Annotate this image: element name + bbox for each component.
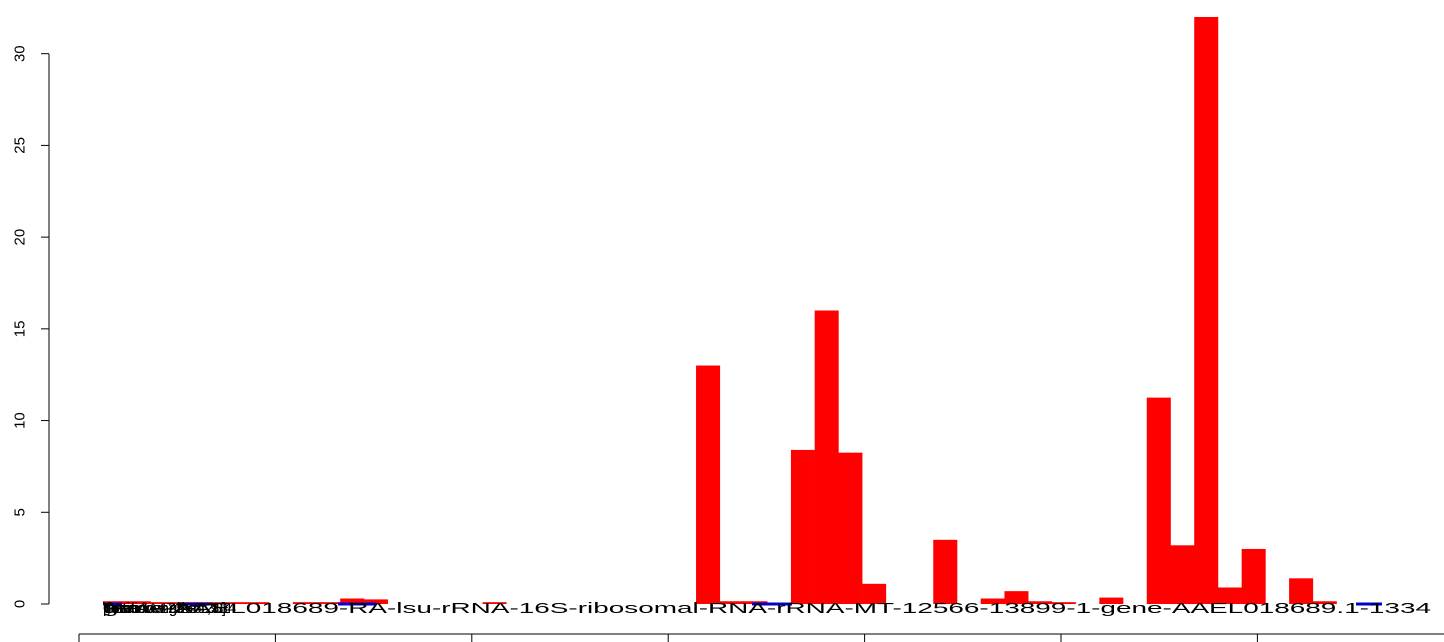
- bar: [482, 602, 507, 604]
- bar: [1241, 548, 1266, 604]
- overlay-label: gene-AAEL018689-RA-lsu-rRNA-16S-ribosoma…: [103, 600, 1431, 617]
- bar: [696, 365, 721, 604]
- overlay-label: position-12566: [103, 600, 201, 617]
- bar: [1312, 601, 1337, 604]
- bar: [221, 602, 246, 604]
- bar: [1289, 578, 1314, 604]
- bar: [126, 601, 151, 604]
- overlay-label: Gene Length=1,334: [103, 600, 236, 617]
- bar: [1146, 397, 1171, 604]
- bar: [316, 602, 341, 604]
- bar: [363, 599, 388, 604]
- y-tick-label: 15: [12, 321, 29, 338]
- bar: [340, 598, 365, 604]
- bar: [933, 539, 958, 604]
- bar: [1028, 601, 1053, 604]
- bar: [1194, 17, 1219, 604]
- bar: [1170, 545, 1195, 604]
- y-tick-label: 0: [12, 600, 29, 608]
- bar: [862, 583, 887, 604]
- bar: [1051, 602, 1076, 604]
- overlay-label: \[Window-size=25]: [103, 600, 226, 617]
- y-tick-label: 10: [12, 412, 29, 429]
- overlapping-text-labels: \[Window-size=25]position-12566positionG…: [103, 600, 1431, 617]
- y-tick-label: 25: [12, 137, 29, 154]
- bar: [1217, 587, 1242, 604]
- y-tick-label: 20: [12, 229, 29, 246]
- overlay-label: Total AA=73: [103, 600, 183, 617]
- overlay-label: position: [103, 600, 155, 617]
- bar: [980, 598, 1005, 604]
- bar: [814, 310, 839, 604]
- y-axis: 0 5 10 15 20 25 30: [12, 45, 50, 608]
- bars-group: [103, 17, 1337, 604]
- bar: [245, 602, 270, 604]
- bar: [838, 452, 863, 604]
- y-tick-label: 5: [12, 508, 29, 516]
- bar: [292, 602, 317, 604]
- overlay-label: Gene Length=1334: [103, 600, 232, 617]
- x-axis: [78, 633, 1444, 642]
- bar: [719, 601, 744, 604]
- bar: [1099, 597, 1124, 604]
- y-tick-label: 30: [12, 45, 29, 62]
- bar: [150, 602, 175, 604]
- bar: [1004, 591, 1029, 604]
- bar: [790, 449, 815, 604]
